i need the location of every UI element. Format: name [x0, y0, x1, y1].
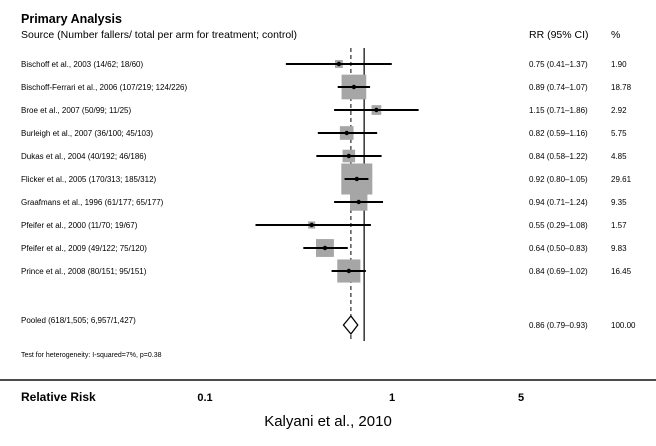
point-estimate: [354, 176, 360, 182]
study-weight: 16.45: [611, 267, 632, 276]
study-weight: 9.35: [611, 198, 627, 207]
effect-estimate: 0.64 (0.50–0.83): [529, 244, 588, 253]
chart-title: Primary Analysis: [21, 12, 122, 26]
source-column-header: Source (Number fallers/ total per arm fo…: [21, 29, 297, 41]
weight-column-header: %: [611, 29, 620, 41]
x-axis-label: Relative Risk: [21, 390, 96, 404]
study-row: Pfeifer et al., 2009 (49/122; 75/120) 0.6…: [21, 239, 627, 257]
study-row: Graafmans et al., 1996 (61/177; 65/177) 0…: [21, 193, 627, 211]
pooled-weight: 100.00: [611, 321, 636, 330]
effect-estimate: 0.75 (0.41–1.37): [529, 60, 588, 69]
pooled-row: Pooled (618/1,505; 6,957/1,427) 0.86 (0.7…: [21, 314, 636, 336]
study-weight: 1.90: [611, 60, 627, 69]
effect-estimate: 0.84 (0.69–1.02): [529, 267, 588, 276]
point-estimate: [344, 130, 349, 136]
study-weight: 9.83: [611, 244, 627, 253]
study-label: Burleigh et al., 2007 (36/100; 45/103): [21, 129, 153, 138]
study-label: Graafmans et al., 1996 (61/177; 65/177): [21, 198, 164, 207]
study-label: Prince et al., 2008 (80/151; 95/151): [21, 267, 147, 276]
point-estimate: [309, 222, 314, 228]
pooled-diamond: [342, 314, 359, 336]
x-axis-ticks: 0.1 1 5: [197, 392, 524, 404]
effect-estimate: 0.92 (0.80–1.05): [529, 175, 588, 184]
study-label: Flicker et al., 2005 (170/313; 185/312): [21, 175, 157, 184]
study-label: Pfeifer et al., 2000 (11/70; 19/67): [21, 221, 138, 230]
effect-estimate: 0.82 (0.59–1.16): [529, 129, 588, 138]
study-label: Pfeifer et al., 2009 (49/122; 75/120): [21, 244, 147, 253]
study-weight: 1.57: [611, 221, 627, 230]
study-label: Bischoff et al., 2003 (14/62; 18/60): [21, 60, 143, 69]
heterogeneity-note: Test for heterogeneity: I-squared=7%, p=…: [21, 352, 162, 359]
study-row: Broe et al., 2007 (50/99; 11/25) 1.15 (0.…: [21, 105, 627, 115]
x-tick-label: 5: [518, 392, 524, 404]
effect-estimate: 0.84 (0.58–1.22): [529, 152, 588, 161]
effect-column-header: RR (95% CI): [529, 29, 589, 41]
study-weight: 29.61: [611, 175, 632, 184]
point-estimate: [374, 107, 379, 113]
study-row: Prince et al., 2008 (80/151; 95/151) 0.84…: [21, 259, 632, 283]
study-weight: 5.75: [611, 129, 627, 138]
study-label: Broe et al., 2007 (50/99; 11/25): [21, 106, 131, 115]
study-weight: 2.92: [611, 106, 627, 115]
effect-estimate: 0.94 (0.71–1.24): [529, 198, 588, 207]
effect-estimate: 0.89 (0.74–1.07): [529, 83, 588, 92]
study-row: Burleigh et al., 2007 (36/100; 45/103) 0.…: [21, 126, 627, 140]
study-row: Bischoff et al., 2003 (14/62; 18/60) 0.75…: [21, 60, 627, 69]
point-estimate: [346, 153, 352, 159]
study-weight: 18.78: [611, 83, 632, 92]
point-estimate: [346, 268, 352, 274]
point-estimate: [322, 245, 328, 251]
point-estimate: [336, 61, 342, 67]
study-row: Pfeifer et al., 2000 (11/70; 19/67) 0.55 …: [21, 221, 627, 230]
study-rows: Bischoff et al., 2003 (14/62; 18/60) 0.75…: [21, 60, 632, 283]
study-label: Bischoff-Ferrari et al., 2006 (107/219; …: [21, 83, 188, 92]
study-row: Flicker et al., 2005 (170/313; 185/312) 0…: [21, 163, 632, 195]
effect-estimate: 1.15 (0.71–1.86): [529, 106, 588, 115]
x-tick-label: 1: [389, 392, 395, 404]
study-row: Dukas et al., 2004 (40/192; 46/186) 0.84 …: [21, 149, 627, 163]
figure-caption: Kalyani et al., 2010: [264, 413, 392, 430]
study-row: Bischoff-Ferrari et al., 2006 (107/219; …: [21, 74, 632, 100]
study-weight: 4.85: [611, 152, 627, 161]
effect-estimate: 0.55 (0.29–1.08): [529, 221, 588, 230]
pooled-effect-estimate: 0.86 (0.79–0.93): [529, 321, 588, 330]
pooled-label: Pooled (618/1,505; 6,957/1,427): [21, 316, 136, 325]
point-estimate: [351, 84, 357, 90]
study-label: Dukas et al., 2004 (40/192; 46/186): [21, 152, 147, 161]
x-tick-label: 0.1: [197, 392, 212, 404]
point-estimate: [356, 199, 361, 205]
